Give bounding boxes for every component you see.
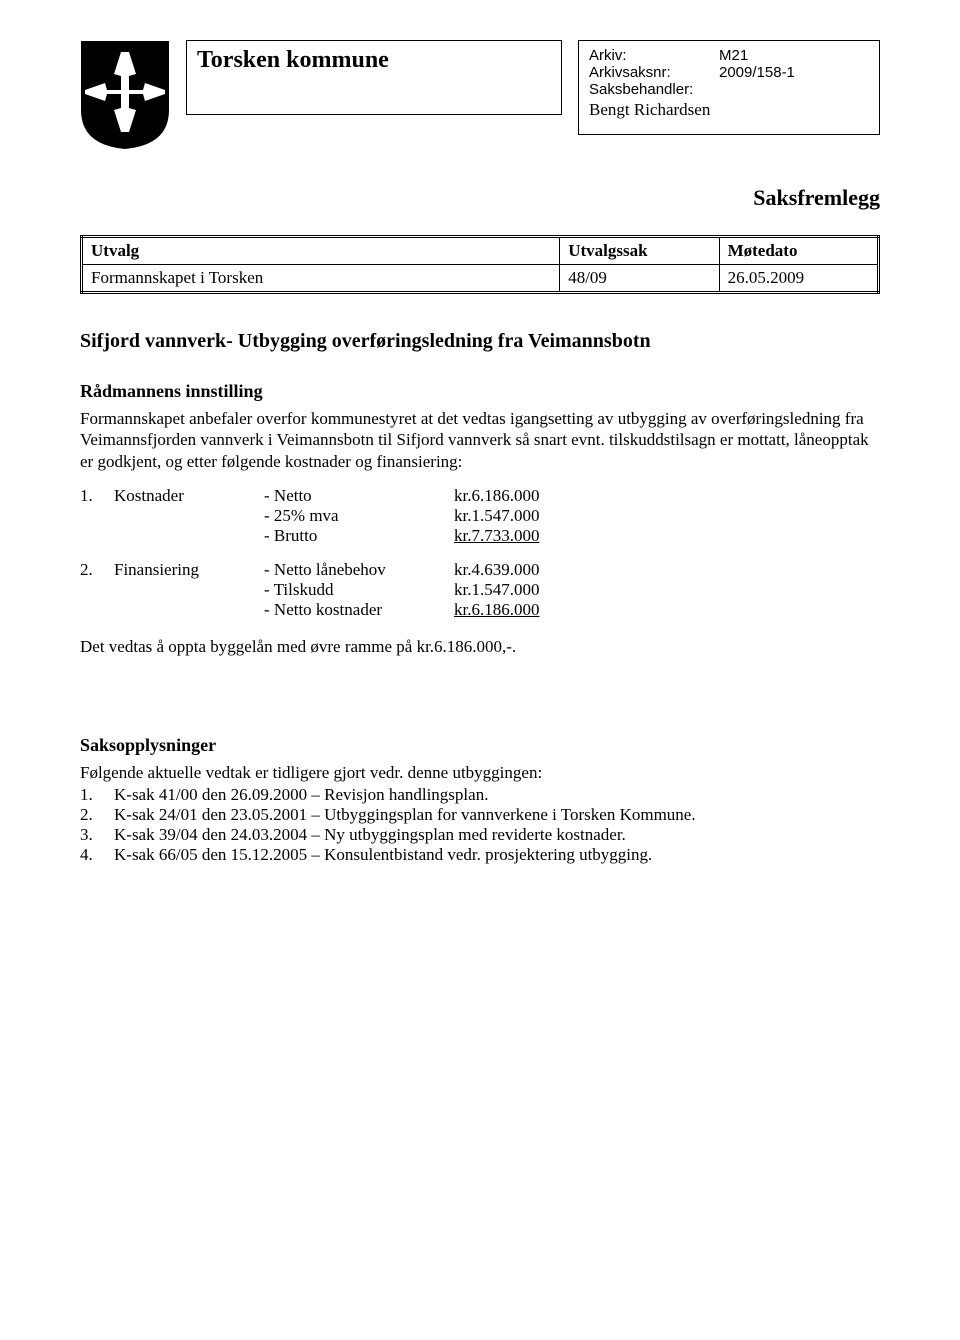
cost-row: 2. Finansiering - Netto lånebehov kr.4.6…	[80, 560, 880, 580]
saksopplysninger-heading: Saksopplysninger	[80, 735, 880, 756]
arkivsaksnr-value: 2009/158-1	[719, 64, 869, 81]
cost-value: kr.6.186.000	[454, 600, 584, 620]
meta-row-arkiv: Arkiv: M21	[589, 47, 869, 64]
reference-list: 1.K-sak 41/00 den 26.09.2000 – Revisjon …	[80, 785, 880, 865]
col-utvalg: Utvalg	[82, 237, 560, 265]
meta-row-saksbehandler: Saksbehandler:	[589, 81, 869, 98]
col-motedato: Møtedato	[719, 237, 878, 265]
saksopplysninger-intro: Følgende aktuelle vedtak er tidligere gj…	[80, 762, 880, 783]
cost-label: - 25% mva	[264, 506, 454, 526]
innstilling-text: Formannskapet anbefaler overfor kommunes…	[80, 408, 880, 472]
cost-value: kr.6.186.000	[454, 486, 584, 506]
vedtak-text: Det vedtas å oppta byggelån med øvre ram…	[80, 636, 880, 657]
list-item: 4.K-sak 66/05 den 15.12.2005 – Konsulent…	[80, 845, 880, 865]
cost-section-2: 2. Finansiering - Netto lånebehov kr.4.6…	[80, 560, 880, 620]
cost-label: - Tilskudd	[264, 580, 454, 600]
ref-text: K-sak 24/01 den 23.05.2001 – Utbyggingsp…	[114, 805, 696, 825]
col-utvalgssak: Utvalgssak	[560, 237, 719, 265]
document-page: Torsken kommune Arkiv: M21 Arkivsaksnr: …	[0, 0, 960, 925]
arkivsaksnr-label: Arkivsaksnr:	[589, 64, 719, 81]
cost-label: - Netto	[264, 486, 454, 506]
municipality-title: Torsken kommune	[197, 47, 551, 74]
meta-row-arkivsaksnr: Arkivsaksnr: 2009/158-1	[589, 64, 869, 81]
cost-row: - Tilskudd kr.1.547.000	[80, 580, 880, 600]
cell-utvalgssak: 48/09	[560, 265, 719, 293]
header-row: Torsken kommune Arkiv: M21 Arkivsaksnr: …	[80, 40, 880, 155]
cost-label: - Netto lånebehov	[264, 560, 454, 580]
cost-label: - Netto kostnader	[264, 600, 454, 620]
cell-motedato: 26.05.2009	[719, 265, 878, 293]
ref-text: K-sak 41/00 den 26.09.2000 – Revisjon ha…	[114, 785, 488, 805]
saksbehandler-label: Saksbehandler:	[589, 81, 719, 98]
arkiv-value: M21	[719, 47, 869, 64]
saksfremlegg-heading: Saksfremlegg	[80, 185, 880, 211]
list-item: 1.K-sak 41/00 den 26.09.2000 – Revisjon …	[80, 785, 880, 805]
cost-value: kr.7.733.000	[454, 526, 584, 546]
title-cell: Torsken kommune	[186, 40, 562, 115]
list-item: 3.K-sak 39/04 den 24.03.2004 – Ny utbygg…	[80, 825, 880, 845]
table-row: Formannskapet i Torsken 48/09 26.05.2009	[82, 265, 879, 293]
cost-row: - Netto kostnader kr.6.186.000	[80, 600, 880, 620]
cost-value: kr.1.547.000	[454, 580, 584, 600]
cost-row: - 25% mva kr.1.547.000	[80, 506, 880, 526]
innstilling-heading: Rådmannens innstilling	[80, 381, 880, 402]
utvalg-table: Utvalg Utvalgssak Møtedato Formannskapet…	[80, 235, 880, 294]
list-item: 2.K-sak 24/01 den 23.05.2001 – Utbygging…	[80, 805, 880, 825]
ref-text: K-sak 39/04 den 24.03.2004 – Ny utbyggin…	[114, 825, 626, 845]
case-subject: Sifjord vannverk- Utbygging overføringsl…	[80, 330, 880, 353]
saksbehandler-name: Bengt Richardsen	[589, 100, 869, 120]
ref-num: 2.	[80, 805, 114, 825]
cost-value: kr.1.547.000	[454, 506, 584, 526]
table-header-row: Utvalg Utvalgssak Møtedato	[82, 237, 879, 265]
cost-row: - Brutto kr.7.733.000	[80, 526, 880, 546]
cost-num: 2.	[80, 560, 114, 580]
cost-value: kr.4.639.000	[454, 560, 584, 580]
ref-text: K-sak 66/05 den 15.12.2005 – Konsulentbi…	[114, 845, 652, 865]
meta-cell: Arkiv: M21 Arkivsaksnr: 2009/158-1 Saksb…	[578, 40, 880, 135]
ref-num: 1.	[80, 785, 114, 805]
cost-head: Kostnader	[114, 486, 264, 506]
municipality-shield-icon	[80, 40, 170, 155]
cost-section-1: 1. Kostnader - Netto kr.6.186.000 - 25% …	[80, 486, 880, 546]
ref-num: 4.	[80, 845, 114, 865]
ref-num: 3.	[80, 825, 114, 845]
cost-label: - Brutto	[264, 526, 454, 546]
cell-utvalg: Formannskapet i Torsken	[82, 265, 560, 293]
arkiv-label: Arkiv:	[589, 47, 719, 64]
cost-head: Finansiering	[114, 560, 264, 580]
cost-row: 1. Kostnader - Netto kr.6.186.000	[80, 486, 880, 506]
cost-num: 1.	[80, 486, 114, 506]
